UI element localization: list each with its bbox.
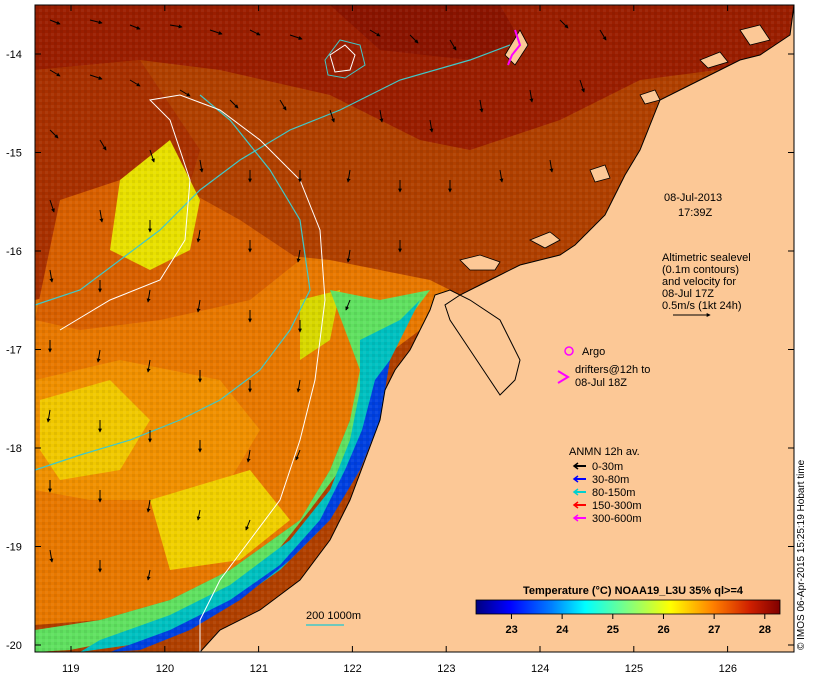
lon-tick-label: 126 (719, 663, 737, 675)
lon-tick-label: 120 (156, 663, 174, 675)
anmn-item-label: 300-600m (592, 513, 642, 525)
argo-marker (564, 346, 574, 356)
anmn-legend: ANMN 12h av. 0-30m30-80m80-150m150-300m3… (569, 446, 642, 525)
lon-tick-label: 121 (250, 663, 268, 675)
colorbar-ramp (475, 599, 781, 615)
anmn-item-label: 30-80m (592, 474, 629, 486)
lon-tick-label: 124 (531, 663, 549, 675)
colorbar-tick-label: 28 (759, 624, 771, 636)
date-label: 08-Jul-2013 (664, 192, 722, 204)
drifters-label-2: 08-Jul 18Z (575, 377, 627, 389)
drifter-track (507, 29, 522, 66)
velocity-arrows (46, 19, 607, 581)
anmn-item-label: 150-300m (592, 500, 642, 512)
land-mass (198, 4, 795, 653)
colorbar-tick-label: 24 (556, 624, 569, 636)
anmn-item-label: 80-150m (592, 487, 635, 499)
anmn-arrowhead (572, 501, 579, 509)
lat-tick-label: -15 (6, 148, 22, 160)
colorbar-tick-label: 26 (657, 624, 669, 636)
drifters-label-1: drifters@12h to (575, 364, 650, 376)
credit-text: © IMOS 06-Apr-2015 15:25:19 Hobart time (796, 459, 807, 650)
anmn-arrowhead (572, 462, 579, 470)
colorbar-title: Temperature (°C) NOAA19_L3U 35% ql>=4 (523, 585, 744, 597)
colorbar-tick-label: 27 (708, 624, 720, 636)
lon-ticks: 119 120 121 122 123 124 125 126 (62, 5, 737, 675)
isobath-label: 200 1000m (306, 610, 361, 622)
lat-ticks: -14 -15 -16 -17 -18 -19 -20 (6, 49, 794, 652)
lat-tick-label: -19 (6, 542, 22, 554)
colorbar-tick-label: 23 (505, 624, 517, 636)
colorbar: Temperature (°C) NOAA19_L3U 35% ql>=4 23… (475, 585, 781, 636)
lat-tick-label: -17 (6, 345, 22, 357)
anmn-arrowhead (572, 488, 579, 496)
anmn-item-label: 0-30m (592, 461, 623, 473)
lat-tick-label: -20 (6, 640, 22, 652)
lat-tick-label: -14 (6, 49, 22, 61)
altimetric-line: 08-Jul 17Z (662, 288, 714, 300)
coastal-islands (459, 24, 771, 271)
argo-label: Argo (582, 346, 605, 358)
anmn-arrowhead (572, 475, 579, 483)
lon-tick-label: 123 (437, 663, 455, 675)
time-label: 17:39Z (678, 207, 713, 219)
altimetric-line: 0.5m/s (1kt 24h) (662, 300, 741, 312)
lon-tick-label: 119 (62, 663, 80, 675)
altimetric-legend: Altimetric sealevel (0.1m contours) and … (662, 252, 751, 317)
lat-tick-label: -16 (6, 246, 22, 258)
lon-tick-label: 125 (625, 663, 643, 675)
plot-frame (34, 4, 795, 653)
anmn-arrowhead (572, 514, 579, 522)
altimetric-line: and velocity for (662, 276, 736, 288)
anmn-title: ANMN 12h av. (569, 446, 640, 458)
lon-tick-label: 122 (343, 663, 361, 675)
drifter-marker (557, 370, 570, 384)
isobath-contours (34, 39, 511, 652)
colorbar-tick-label: 25 (607, 624, 619, 636)
lat-tick-label: -18 (6, 443, 22, 455)
altimetric-line: (0.1m contours) (662, 264, 739, 276)
altimetric-line: Altimetric sealevel (662, 252, 751, 264)
